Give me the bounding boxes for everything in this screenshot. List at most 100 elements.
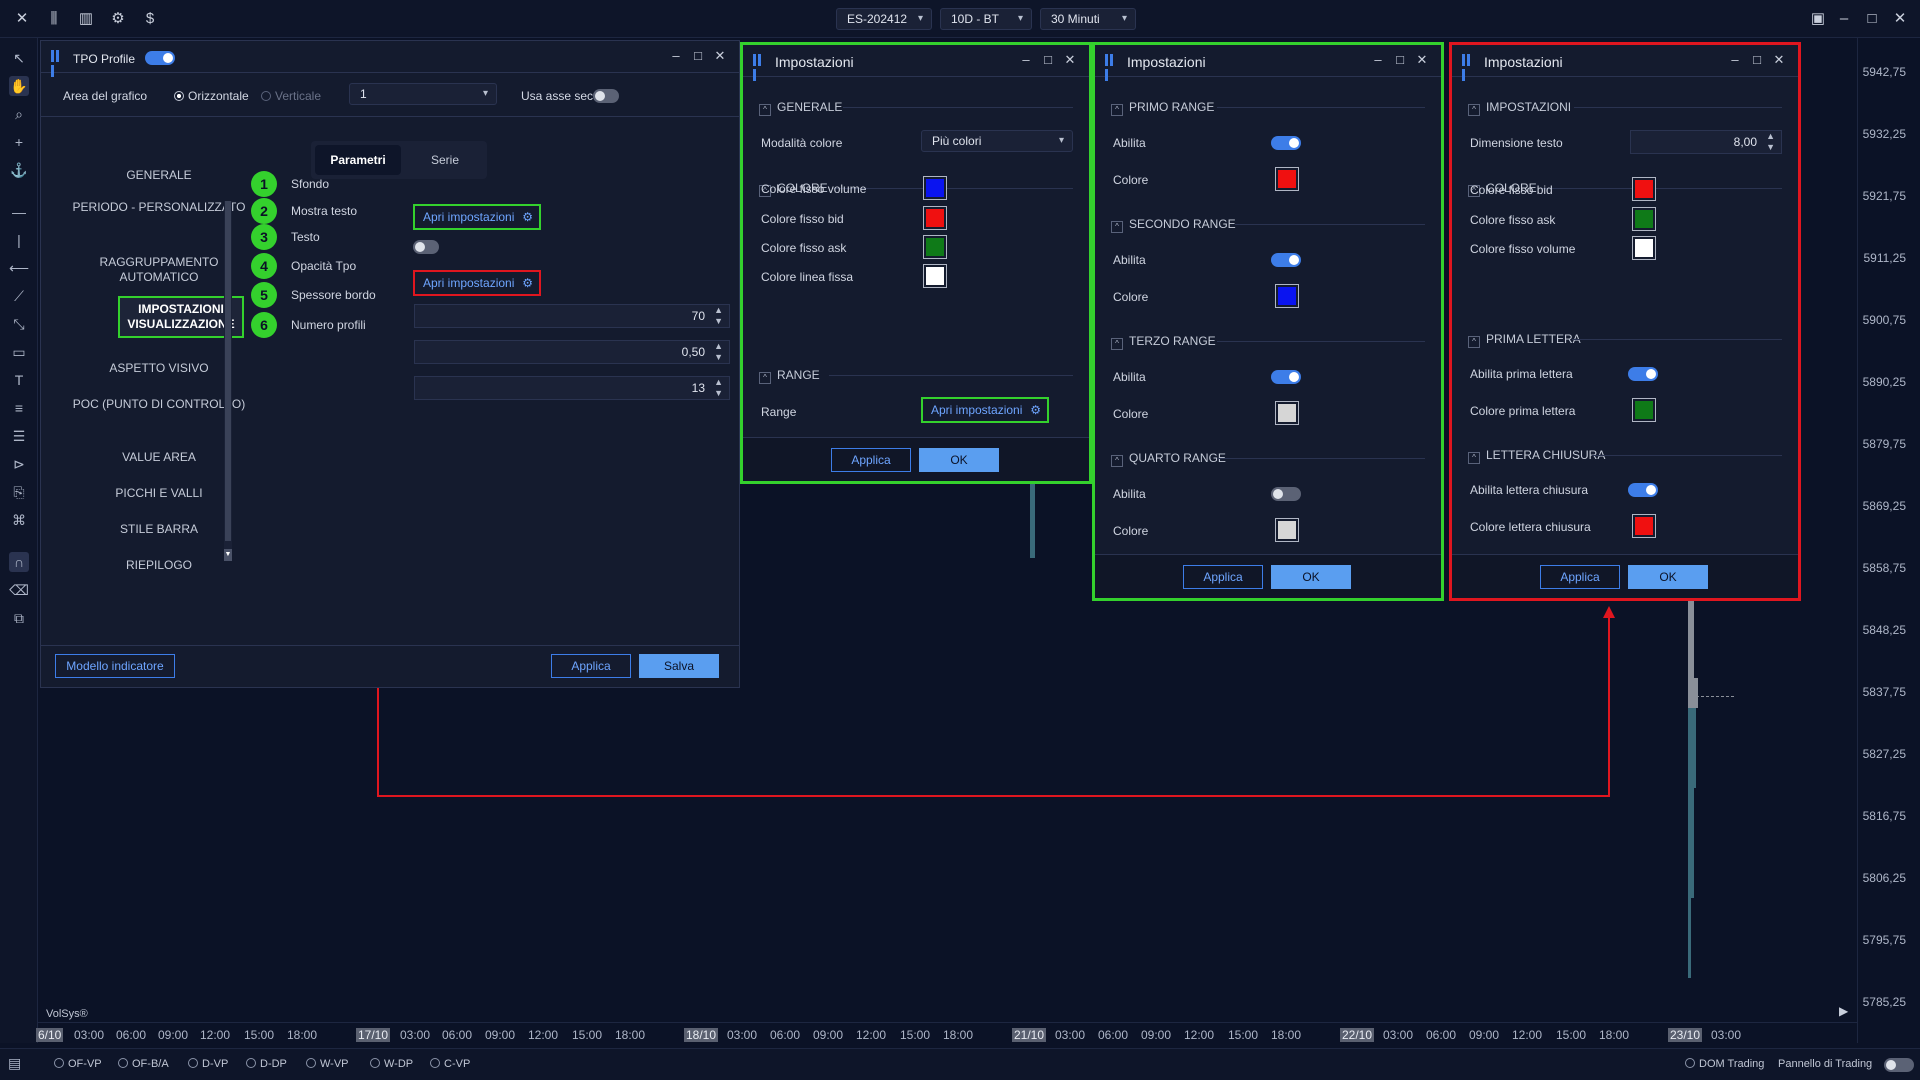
nav-item[interactable]: GENERALE (126, 168, 192, 182)
color-swatch[interactable] (1275, 284, 1299, 308)
anchor-icon[interactable]: ⚓ (10, 162, 28, 178)
maximize-icon[interactable]: □ (1867, 10, 1877, 27)
stepper-icon[interactable]: ▲ ▼ (714, 305, 723, 326)
layout-icon[interactable]: ▣ (1810, 10, 1826, 27)
mostra-testo-toggle[interactable] (413, 240, 439, 254)
text-icon[interactable]: T (14, 372, 24, 388)
opacita-input[interactable]: 70 ▲ ▼ (414, 304, 730, 328)
mode-option[interactable]: W-DP (370, 1058, 413, 1070)
mode-option[interactable]: OF-VP (54, 1058, 102, 1070)
abilita-prima-toggle[interactable] (1628, 367, 1658, 381)
maximize-icon[interactable]: □ (1753, 52, 1761, 67)
minimize-icon[interactable]: – (1731, 52, 1739, 67)
mode-option[interactable]: D-DP (246, 1058, 287, 1070)
levels-icon[interactable]: ☰ (12, 428, 26, 444)
salva-button[interactable]: Salva (639, 654, 719, 678)
abilita-toggle[interactable] (1271, 253, 1301, 267)
mode-option[interactable]: OF-B/A (118, 1058, 169, 1070)
colore-chiusura-swatch[interactable] (1632, 514, 1656, 538)
color-swatch[interactable] (1632, 236, 1656, 260)
ok-button[interactable]: OK (1271, 565, 1351, 589)
color-swatch[interactable] (923, 206, 947, 230)
close-icon[interactable]: ✕ (1064, 52, 1076, 67)
section-colore[interactable]: ^ COLORE (759, 181, 828, 197)
scroll-down-icon[interactable]: ▼ (224, 549, 232, 561)
nav-item[interactable]: RAGGRUPPAMENTO AUTOMATICO (99, 255, 219, 284)
nav-item[interactable]: PERIODO - PERSONALIZZATO (72, 200, 246, 214)
color-swatch[interactable] (923, 235, 947, 259)
nav-item[interactable]: VALUE AREA (122, 450, 196, 464)
nav-scrollbar[interactable]: ▼ (224, 201, 232, 561)
numero-input[interactable]: 13 ▲ ▼ (414, 376, 730, 400)
applica-button[interactable]: Applica (831, 448, 911, 472)
eraser-icon[interactable]: ⌫ (9, 582, 29, 598)
modalita-select[interactable]: Più colori ▾ (921, 130, 1073, 152)
profile-tool-icon[interactable]: ⎘ (13, 484, 25, 500)
color-swatch[interactable] (1632, 207, 1656, 231)
color-swatch[interactable] (1275, 518, 1299, 542)
orient-horizontal-radio[interactable]: Orizzontale (174, 89, 249, 103)
vertical-line-icon[interactable]: | (17, 232, 21, 248)
sessions-icon[interactable]: ⌘ (12, 512, 26, 528)
pannello-toggle[interactable] (1884, 1058, 1914, 1072)
fibonacci-icon[interactable]: ≡ (14, 400, 24, 416)
nav-item[interactable]: PICCHI E VALLI (115, 486, 203, 500)
nav-item[interactable]: IMPOSTAZIONI VISUALIZZAZIONE (118, 296, 244, 338)
maximize-icon[interactable]: □ (1044, 52, 1052, 67)
area-select[interactable]: 1 ▾ (349, 83, 497, 105)
gear-icon[interactable]: ⚙ (111, 10, 125, 27)
applica-button[interactable]: Applica (551, 654, 631, 678)
minimize-icon[interactable]: – (1374, 52, 1382, 67)
close-icon[interactable]: ✕ (1773, 52, 1785, 67)
colore-prima-swatch[interactable] (1632, 398, 1656, 422)
maximize-icon[interactable]: □ (694, 48, 702, 63)
applica-button[interactable]: Applica (1183, 565, 1263, 589)
abilita-toggle[interactable] (1271, 487, 1301, 501)
section-impostazioni[interactable]: ^ IMPOSTAZIONI (1468, 100, 1571, 116)
scroll-right-icon[interactable]: ▶ (1839, 1004, 1849, 1018)
hand-icon[interactable]: ✋ (9, 76, 29, 96)
section-lettera-chiusura[interactable]: ^ LETTERA CHIUSURA (1468, 448, 1605, 464)
trendline-icon[interactable]: ⟋ (14, 288, 24, 304)
spessore-input[interactable]: 0,50 ▲ ▼ (414, 340, 730, 364)
dollar-icon[interactable]: $ (145, 10, 155, 27)
color-swatch[interactable] (1632, 177, 1656, 201)
period-select[interactable]: 10D - BT ▾ (940, 8, 1032, 30)
orient-vertical-radio[interactable]: Verticale (261, 89, 321, 103)
nav-item[interactable]: STILE BARRA (119, 522, 199, 536)
stepper-icon[interactable]: ▲ ▼ (1766, 131, 1775, 152)
magnet-icon[interactable]: ∩ (9, 552, 29, 572)
maximize-icon[interactable]: □ (1396, 52, 1404, 67)
candlestick-icon[interactable]: ⫼ (50, 10, 58, 27)
timeframe-select[interactable]: 30 Minuti ▾ (1040, 8, 1136, 30)
color-swatch[interactable] (923, 264, 947, 288)
section-range[interactable]: ^ SECONDO RANGE (1111, 217, 1236, 233)
scroll-thumb[interactable] (225, 201, 231, 541)
ok-button[interactable]: OK (1628, 565, 1708, 589)
cursor-icon[interactable]: ↖ (13, 50, 25, 66)
minimize-icon[interactable]: – (672, 48, 680, 63)
bar-chart-icon[interactable]: ▥ (78, 10, 94, 27)
tab-parametri[interactable]: Parametri (315, 145, 401, 175)
instrument-select[interactable]: ES-202412 ▾ (836, 8, 932, 30)
stepper-icon[interactable]: ▲ ▼ (714, 377, 723, 398)
crosshair-icon[interactable]: + (14, 134, 24, 150)
mode-option[interactable]: D-VP (188, 1058, 228, 1070)
nav-item[interactable]: POC (PUNTO DI CONTROLLO) (72, 397, 246, 411)
dom-trading-option[interactable]: DOM Trading (1685, 1058, 1764, 1070)
horizontal-line-icon[interactable]: — (12, 204, 26, 220)
layers-icon[interactable]: ⧉ (14, 610, 24, 626)
section-range[interactable]: ^ RANGE (759, 368, 820, 384)
nav-item[interactable]: RIEPILOGO (125, 558, 193, 572)
section-generale[interactable]: ^ GENERALE (759, 100, 842, 116)
close-icon[interactable]: ✕ (1416, 52, 1428, 67)
ray-icon[interactable]: ⟵ (9, 260, 30, 276)
color-swatch[interactable] (1275, 167, 1299, 191)
zoom-icon[interactable]: ⌕ (15, 106, 23, 122)
section-range[interactable]: ^ TERZO RANGE (1111, 334, 1216, 350)
section-range[interactable]: ^ QUARTO RANGE (1111, 451, 1226, 467)
ok-button[interactable]: OK (919, 448, 999, 472)
section-prima-lettera[interactable]: ^ PRIMA LETTERA (1468, 332, 1581, 348)
testo-open-settings-button[interactable]: Apri impostazioni ⚙ (413, 270, 541, 296)
range-open-settings-button[interactable]: Apri impostazioni ⚙ (921, 397, 1049, 423)
